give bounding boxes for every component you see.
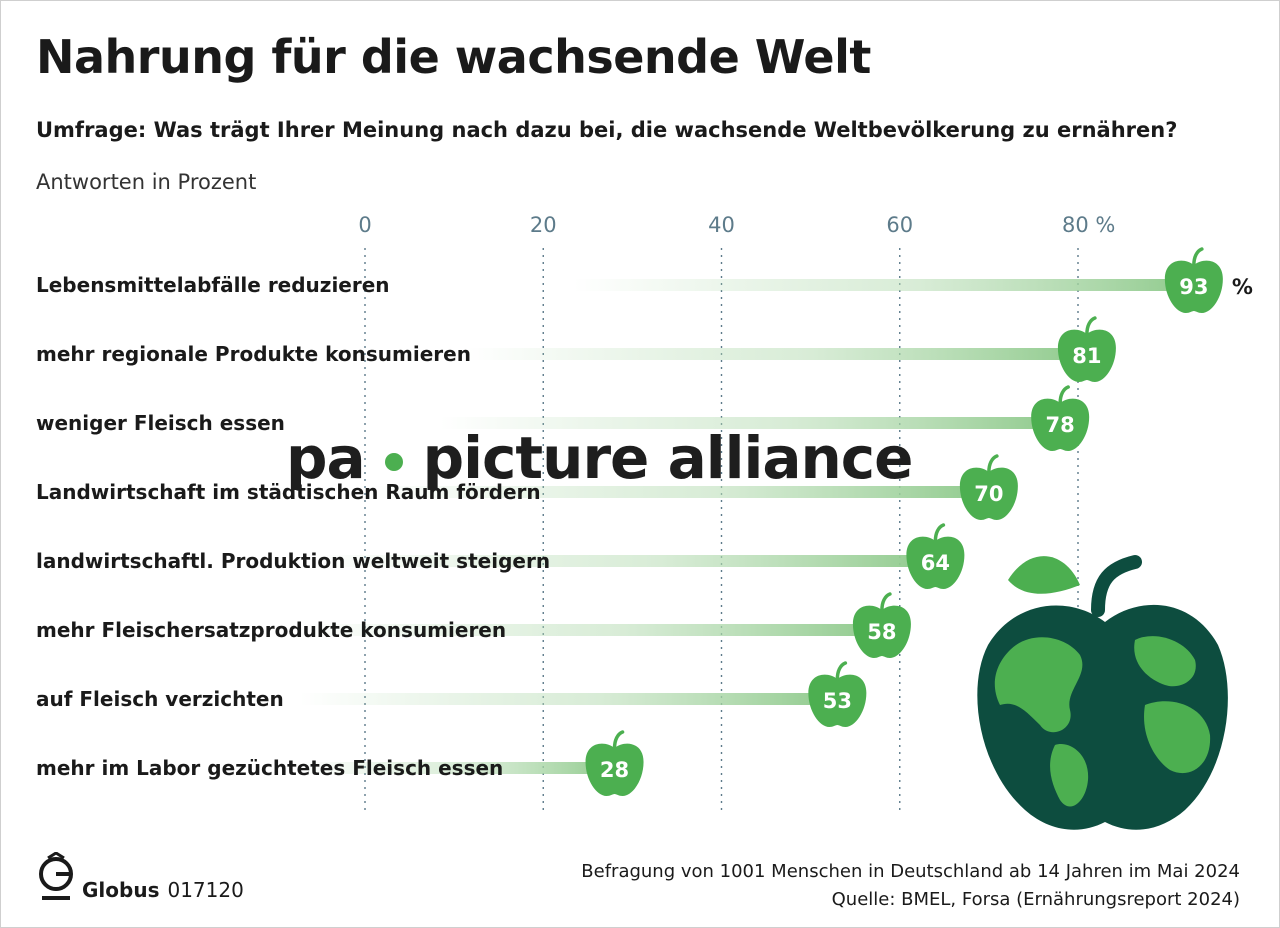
value-label: 28 <box>600 758 629 782</box>
brand-code: 017120 <box>167 878 244 902</box>
stem-icon <box>1091 555 1142 617</box>
value-unit-label: % <box>1232 275 1253 299</box>
chart-title: Nahrung für die wachsende Welt <box>36 30 871 84</box>
watermark-dot-icon <box>384 452 403 471</box>
survey-note: Befragung von 1001 Menschen in Deutschla… <box>581 861 1240 882</box>
bar <box>300 762 615 774</box>
apple-icon <box>959 454 1018 520</box>
category-label: auf Fleisch verzichten <box>36 687 284 711</box>
chart-subtitle: Umfrage: Was trägt Ihrer Meinung nach da… <box>36 118 1178 142</box>
apple-icon <box>852 592 911 658</box>
continent-africa <box>1144 701 1211 774</box>
category-label: mehr Fleischersatzprodukte konsumieren <box>36 618 506 642</box>
globe-apple-icon <box>977 555 1228 830</box>
value-label: 93 <box>1179 275 1208 299</box>
category-label: mehr im Labor gezüchtetes Fleisch essen <box>36 756 503 780</box>
x-tick-label: 60 <box>886 213 913 237</box>
category-label: weniger Fleisch essen <box>36 411 285 435</box>
apple-icon <box>906 523 965 589</box>
apple-icon <box>585 730 644 796</box>
globus-logo-icon <box>39 852 73 900</box>
footer-note: Befragung von 1001 Menschen in Deutschla… <box>581 858 1240 914</box>
value-label: 53 <box>823 689 852 713</box>
category-label: mehr regionale Produkte konsumieren <box>36 342 471 366</box>
continent-americas <box>994 637 1083 733</box>
continent-south <box>1050 744 1089 807</box>
x-tick-label: 0 <box>358 213 371 237</box>
value-label: 64 <box>921 551 950 575</box>
bar-chart: 0 20 40 60 80 % Lebensmittelabfälle reduziere… <box>36 213 1253 810</box>
watermark-left: pa <box>286 424 366 492</box>
x-tick-label: 80 % <box>1062 213 1115 237</box>
continent-europe <box>1134 636 1196 687</box>
leaf-icon <box>1008 556 1080 594</box>
category-label: Lebensmittelabfälle reduzieren <box>36 273 390 297</box>
bar <box>315 555 936 567</box>
bar <box>573 279 1194 291</box>
bar <box>440 417 1061 429</box>
apple-icon <box>1164 247 1223 313</box>
watermark: pa picture alliance <box>286 424 914 492</box>
watermark-right: picture alliance <box>422 424 914 492</box>
bar <box>368 486 989 498</box>
apple-icon <box>1031 385 1090 451</box>
value-label: 70 <box>974 482 1003 506</box>
unit-label: Antworten in Prozent <box>36 170 257 194</box>
source-note: Quelle: BMEL, Forsa (Ernährungsreport 20… <box>831 889 1240 910</box>
apple-icon <box>808 661 867 727</box>
brand: Globus 017120 <box>36 852 244 902</box>
x-tick-label: 40 <box>708 213 735 237</box>
value-label: 58 <box>867 620 896 644</box>
brand-name: Globus <box>82 878 160 902</box>
category-label: landwirtschaftl. Produktion weltweit ste… <box>36 549 550 573</box>
bar <box>300 624 882 636</box>
apple-icon <box>1057 316 1116 382</box>
value-label: 81 <box>1072 344 1101 368</box>
category-label: Landwirtschaft im städtischen Raum förde… <box>36 480 541 504</box>
x-tick-label: 20 <box>530 213 557 237</box>
value-label: 78 <box>1046 413 1075 437</box>
bar <box>466 348 1087 360</box>
bar <box>300 693 838 705</box>
